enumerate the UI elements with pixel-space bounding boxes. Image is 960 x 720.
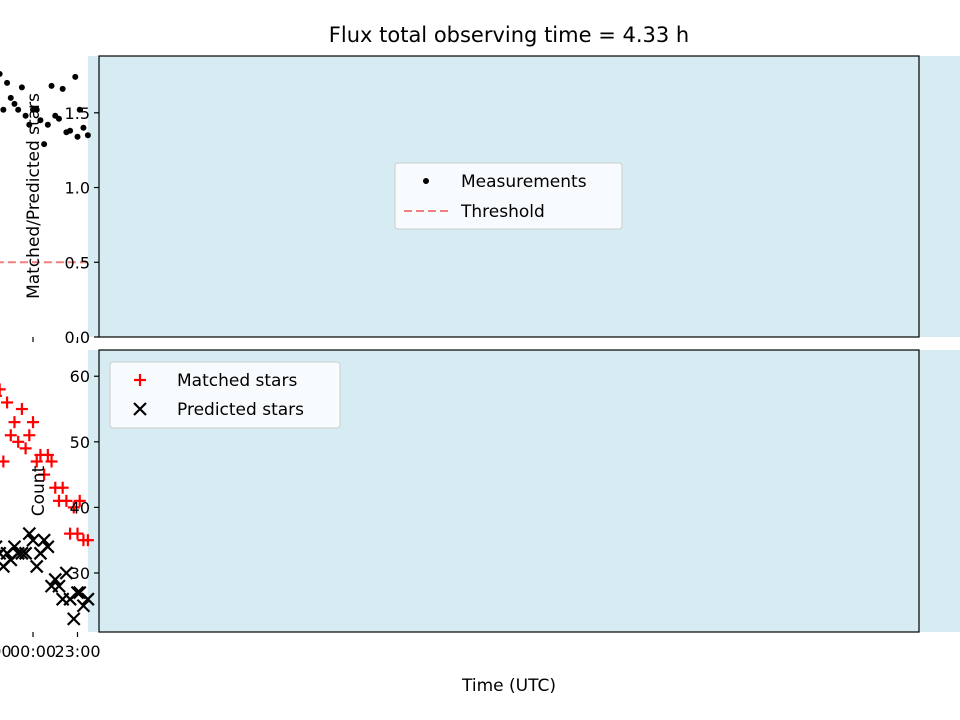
measurement-point [63, 129, 70, 136]
matched-star-point [34, 448, 47, 461]
measurement-point [22, 112, 29, 119]
legend-predicted-label: Predicted stars [177, 400, 304, 420]
predicted-star-point [0, 559, 11, 574]
legend-measurements-label: Measurements [461, 172, 587, 192]
matched-star-point [77, 534, 90, 547]
matched-star-point [67, 501, 80, 514]
measurement-point [76, 106, 83, 113]
bottom-matched-points [0, 383, 94, 547]
top-y-tick-label: 0.5 [65, 253, 90, 272]
legend-matched-label: Matched stars [177, 371, 297, 391]
measurement-point [7, 94, 14, 101]
matched-star-point [38, 468, 51, 481]
bottom-y-tick-label: 60 [70, 367, 90, 386]
bottom-legend: Matched stars Predicted stars [109, 361, 341, 429]
measurement-point [80, 124, 87, 131]
chart-title: Flux total observing time = 4.33 h [329, 23, 689, 47]
x-tick-label: 01:00 [0, 642, 12, 661]
matched-star-point [23, 429, 36, 442]
measurement-point [15, 106, 22, 113]
x-axis-label: Time (UTC) [461, 676, 556, 696]
top-measurement-points [0, 70, 91, 148]
bottom-y-tick-label: 30 [70, 564, 90, 583]
measurement-point [84, 132, 91, 139]
legend-measurements-marker [423, 178, 429, 184]
measurement-point [44, 121, 51, 128]
matched-star-point [0, 455, 10, 468]
measurement-point [26, 121, 33, 128]
bottom-y-tick-label: 50 [70, 433, 90, 452]
matched-star-point [30, 455, 43, 468]
matched-star-point [8, 416, 21, 429]
predicted-star-point [22, 526, 37, 541]
measurement-point [52, 112, 59, 119]
bottom-y-tick-label: 40 [70, 498, 90, 517]
x-tick-label: 23:00 [54, 642, 100, 661]
top-y-tick-label: 1.5 [65, 104, 90, 123]
measurement-point [18, 84, 25, 91]
matched-star-point [49, 481, 62, 494]
predicted-star-point [33, 546, 48, 561]
bottom-legend-box [109, 361, 341, 429]
top-panel: 0.0 0.5 1.0 1.5 Matched/Predicted stars Mea… [0, 55, 960, 347]
bottom-predicted-points [0, 526, 95, 626]
predicted-star-point [72, 585, 87, 600]
legend-predicted-marker [133, 402, 147, 416]
predicted-star-point [29, 559, 44, 574]
matched-star-point [45, 455, 58, 468]
predicted-star-point [67, 612, 81, 626]
predicted-star-point [76, 598, 91, 613]
x-tick-label: 00:00 [10, 642, 56, 661]
measurement-point [59, 85, 66, 92]
bottom-y-axis-label: Count [29, 465, 49, 516]
predicted-star-point [55, 592, 70, 606]
measurement-point [4, 79, 11, 86]
top-legend: Measurements Threshold [394, 162, 623, 230]
predicted-star-point [44, 579, 59, 593]
measurement-point [30, 106, 37, 113]
predicted-star-point [0, 546, 7, 561]
legend-matched-marker [134, 374, 146, 386]
matched-star-point [19, 442, 32, 455]
measurement-point [11, 100, 18, 107]
top-y-tick-label: 1.0 [65, 179, 90, 198]
bottom-axes-frame [98, 349, 920, 633]
matched-star-point [15, 403, 28, 416]
predicted-star-point [48, 572, 63, 587]
measurement-point [72, 73, 79, 80]
top-legend-box [394, 162, 623, 230]
matched-star-point [27, 416, 40, 429]
predicted-star-point [26, 533, 40, 547]
matched-star-point [12, 435, 25, 448]
top-x-ticks [32, 337, 79, 342]
predicted-star-point [59, 566, 74, 580]
matched-star-point [64, 527, 77, 540]
measurement-point [37, 117, 44, 124]
top-y-tick-label: 0.0 [65, 328, 90, 347]
measurement-point [0, 70, 3, 77]
top-y-axis-label: Matched/Predicted stars [24, 93, 44, 299]
predicted-star-point [37, 533, 51, 547]
top-y-ticks: 0.0 0.5 1.0 1.5 [65, 104, 99, 347]
measurement-point [74, 133, 81, 140]
matched-star-point [52, 494, 65, 507]
measurement-point [0, 106, 7, 113]
top-axes-frame [98, 55, 920, 338]
measurement-point [41, 141, 48, 148]
matched-star-point [4, 429, 17, 442]
matched-star-point [1, 396, 14, 409]
bottom-y-ticks: 30 40 50 60 [70, 367, 99, 583]
measurement-point [48, 82, 55, 89]
legend-threshold-label: Threshold [460, 202, 545, 222]
predicted-star-point [81, 592, 95, 606]
matched-star-point [0, 383, 6, 396]
matched-star-point [73, 494, 86, 507]
